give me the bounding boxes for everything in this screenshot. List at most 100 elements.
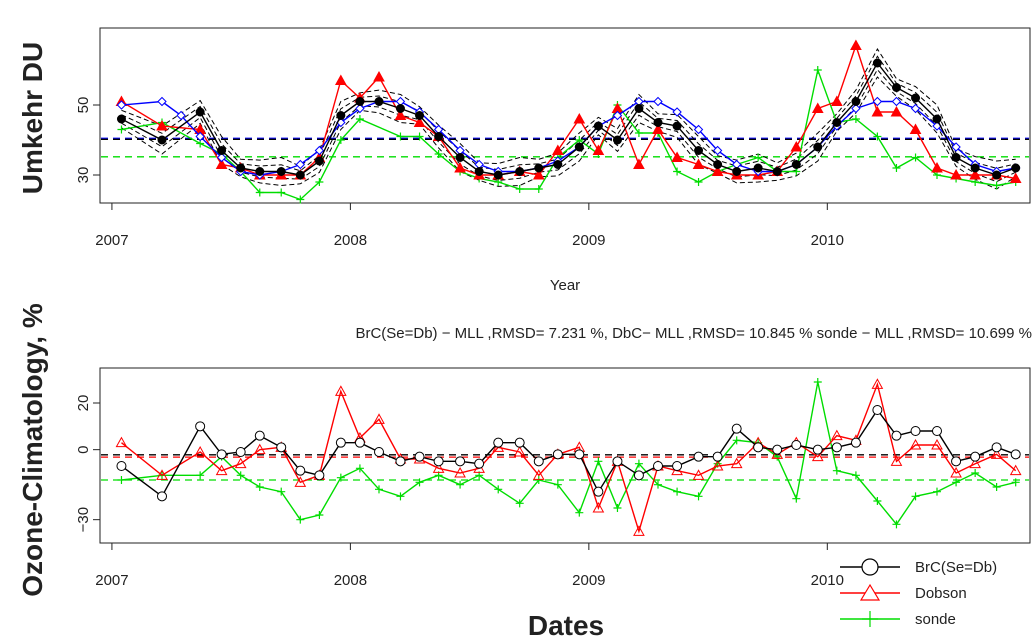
data-point-brc — [474, 167, 484, 176]
data-point-brc — [832, 118, 842, 127]
data-point-sonde — [851, 115, 860, 123]
data-point-umkehr_model — [157, 96, 167, 107]
data-point-brc — [236, 163, 246, 173]
data-point-brc — [157, 491, 167, 502]
x-tick-label: 2009 — [572, 232, 605, 249]
data-point-dobson — [334, 385, 347, 396]
data-point-brc — [415, 111, 425, 120]
data-point-brc — [672, 121, 682, 131]
data-point-dobson — [890, 105, 903, 117]
data-point-brc — [235, 447, 246, 457]
y-tick-label: 0 — [75, 445, 92, 453]
legend-marker — [859, 583, 881, 601]
data-point-brc — [295, 465, 306, 476]
legend-marker — [861, 558, 879, 576]
series-line-sonde — [121, 381, 1016, 526]
data-point-brc — [653, 118, 663, 127]
data-point-dobson — [1009, 464, 1022, 476]
data-point-brc — [831, 442, 842, 453]
data-point-dobson — [950, 168, 962, 180]
data-point-sonde — [992, 181, 1001, 190]
data-point-sonde — [971, 469, 980, 477]
y-tick-label: −30 — [75, 507, 92, 532]
data-point-sonde — [892, 520, 901, 529]
data-point-dobson — [592, 144, 605, 155]
data-point-sonde — [296, 195, 305, 204]
data-point-umkehr_model — [693, 124, 704, 135]
data-point-dobson — [194, 445, 207, 457]
data-point-brc — [851, 97, 861, 106]
data-point-sonde — [296, 515, 305, 524]
data-point-umkehr_model — [195, 131, 205, 142]
data-point-dobson — [811, 102, 824, 113]
data-point-dobson — [234, 457, 247, 469]
x-tick-label: 2008 — [334, 572, 367, 589]
data-point-sonde — [851, 471, 860, 480]
data-point-sonde — [336, 136, 345, 144]
data-point-dobson — [811, 450, 824, 462]
y-tick-label: 50 — [75, 97, 92, 114]
data-point-umkehr_model — [891, 96, 902, 107]
data-point-dobson — [394, 109, 407, 120]
data-point-dobson — [909, 123, 922, 134]
data-point-dobson — [969, 168, 982, 180]
data-point-brc — [693, 451, 704, 462]
data-point-dobson — [890, 455, 903, 466]
x-tick-label: 2010 — [811, 232, 844, 249]
data-point-sonde — [911, 153, 920, 162]
data-point-sonde — [575, 508, 584, 517]
data-point-sonde — [534, 185, 543, 193]
data-point-sonde — [396, 132, 405, 141]
data-point-sonde — [754, 153, 763, 162]
data-point-brc — [850, 437, 861, 448]
data-point-brc — [157, 135, 167, 145]
data-point-dobson — [156, 119, 168, 131]
data-point-umkehr_model — [355, 103, 365, 114]
data-point-sonde — [515, 185, 524, 193]
data-point-dobson — [454, 161, 466, 173]
data-point-dobson — [532, 469, 545, 480]
data-point-sonde — [673, 167, 682, 176]
data-point-dobson — [830, 95, 843, 106]
data-point-dobson — [711, 165, 724, 176]
data-point-brc — [116, 461, 127, 471]
y-tick-label: 30 — [75, 167, 92, 184]
data-point-sonde — [255, 483, 264, 491]
data-point-brc — [1011, 163, 1021, 173]
data-point-sonde — [355, 464, 364, 473]
data-point-brc — [612, 456, 623, 467]
data-point-sonde — [456, 480, 465, 489]
data-point-dobson — [633, 158, 645, 169]
data-point-sonde — [654, 480, 662, 489]
data-point-dobson — [850, 39, 862, 50]
data-point-brc — [712, 451, 723, 462]
data-point-dobson — [334, 74, 347, 85]
ensemble-line — [121, 76, 1016, 190]
data-point-brc — [694, 146, 704, 155]
bottom-plot-layer: 2007 2008 2009 2010 20 0 −30 — [75, 378, 1029, 589]
data-point-dobson — [711, 459, 724, 471]
data-point-brc — [612, 135, 622, 145]
data-point-brc — [217, 146, 227, 155]
data-point-umkehr_model — [951, 142, 961, 152]
data-point-dobson — [532, 168, 545, 180]
data-point-brc — [374, 447, 384, 457]
data-point-dobson — [513, 445, 526, 457]
data-point-dobson — [931, 161, 943, 173]
data-point-sonde — [315, 511, 324, 519]
data-point-brc — [434, 132, 444, 141]
data-point-brc — [891, 83, 901, 92]
data-point-sonde — [634, 129, 643, 137]
data-point-brc — [970, 451, 981, 462]
data-point-dobson — [592, 501, 605, 513]
data-point-umkehr_model — [653, 96, 663, 107]
data-point-brc — [951, 153, 961, 162]
data-point-umkehr_model — [712, 145, 723, 156]
series-line-dobson — [121, 43, 1016, 180]
data-point-dobson — [215, 158, 228, 169]
data-point-brc — [255, 167, 265, 176]
data-point-brc — [395, 456, 406, 467]
data-point-brc — [772, 444, 783, 455]
data-point-brc — [414, 451, 425, 462]
